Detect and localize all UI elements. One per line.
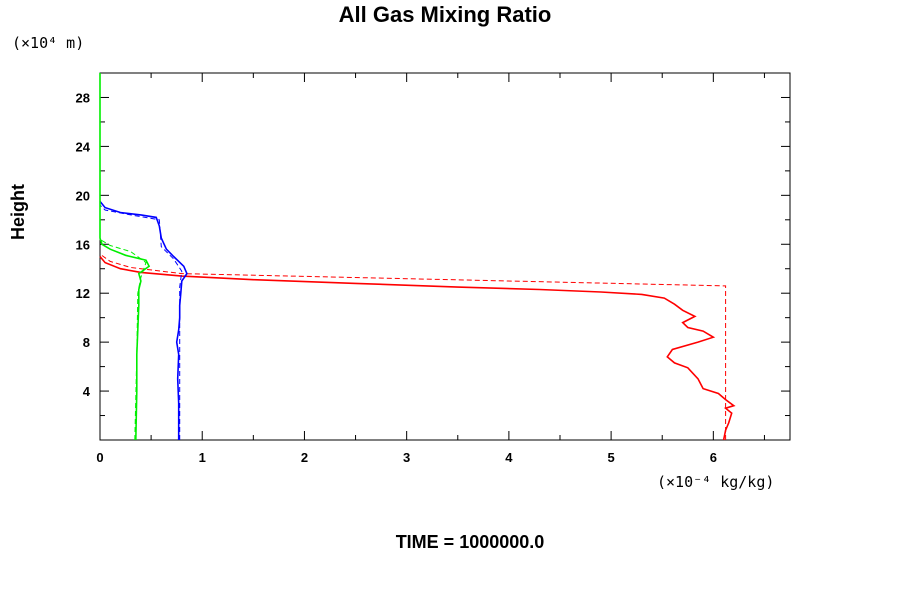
series-line-1 (99, 253, 727, 440)
series-lines (99, 73, 736, 441)
x-tick-label: 2 (301, 450, 308, 465)
x-tick-label: 4 (505, 450, 513, 465)
chart-title: All Gas Mixing Ratio (338, 2, 552, 27)
series-line-3 (99, 204, 183, 440)
plot-frame (99, 72, 791, 441)
x-tick-label: 6 (710, 450, 717, 465)
y-tick-label: 16 (76, 237, 90, 252)
y-tick-label: 4 (83, 384, 91, 399)
x-tick-label: 3 (403, 450, 410, 465)
x-tick-label: 0 (96, 450, 103, 465)
y-tick-label: 28 (76, 90, 90, 105)
time-footer: TIME = 1000000.0 (395, 532, 545, 552)
x-tick-label: 5 (607, 450, 614, 465)
y-tick-label: 8 (83, 335, 90, 350)
y-axis-unit: (×10⁴ m) (12, 34, 85, 52)
y-tick-label: 24 (76, 139, 91, 154)
y-tick-label: 12 (76, 286, 90, 301)
series-line-2 (99, 200, 188, 440)
series-line-4 (99, 73, 151, 441)
x-tick-label: 1 (199, 450, 206, 465)
series-line-5 (99, 238, 147, 441)
series-line-0 (99, 255, 736, 441)
y-tick-label: 20 (76, 188, 90, 203)
x-axis-unit: (×10⁻⁴ kg/kg) (657, 473, 775, 491)
